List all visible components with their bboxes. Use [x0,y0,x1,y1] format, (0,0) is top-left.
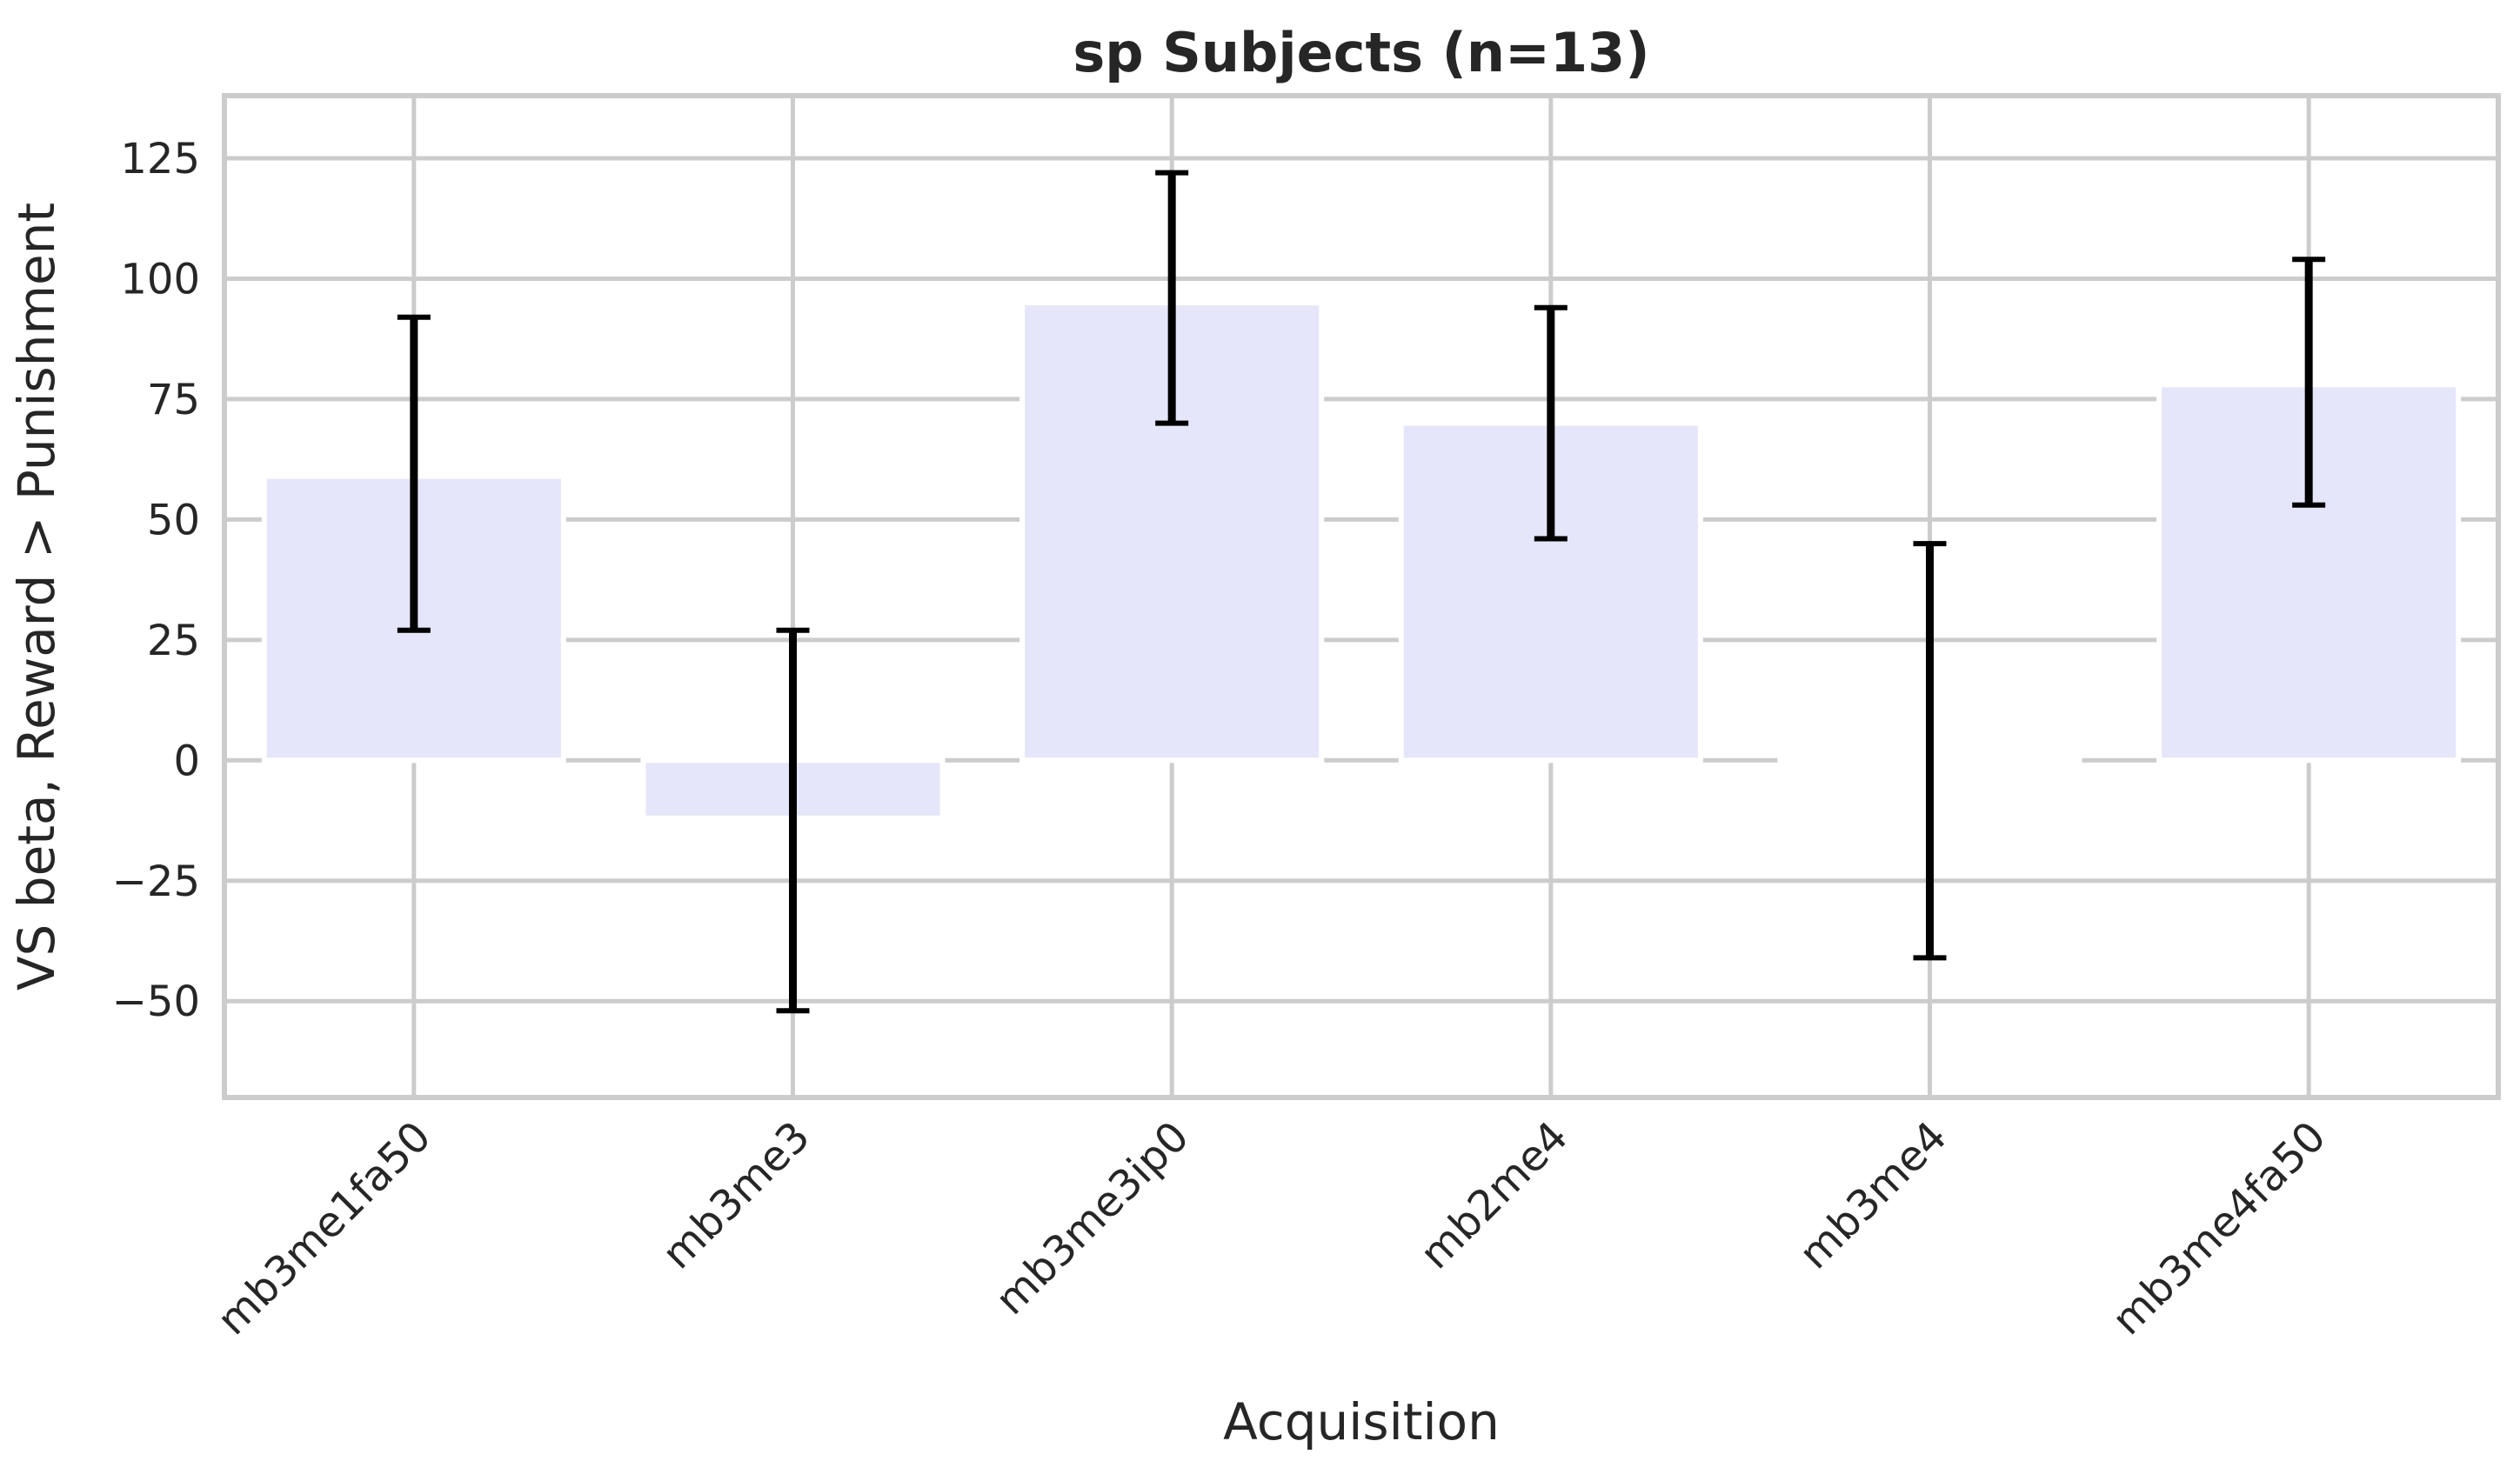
error-bar-mb3me3 [776,627,810,1014]
y-tick-label: 0 [173,737,200,785]
y-tick-label: 125 [120,135,200,183]
error-bars [397,170,2326,1014]
x-axis-label: Acquisition [1223,1392,1500,1451]
plot-frame [222,93,2501,1100]
y-tick-label: 100 [120,255,200,304]
error-bar-mb3me1fa50 [397,314,431,633]
y-tick-label: −50 [112,977,200,1026]
y-tick-labels: −50 −25 0 25 50 75 100 125 [112,135,200,1026]
error-bar-mb3me3ip0 [1155,170,1189,426]
y-tick-label: −25 [112,857,200,906]
chart-title: sp Subjects (n=13) [1073,21,1649,84]
error-bar-mb2me4 [1534,304,1567,542]
y-tick-label: 50 [147,496,200,544]
y-axis-label: VS beta, Reward > Punishment [7,203,66,991]
error-bar-mb3me4 [1913,541,1947,961]
y-tick-label: 25 [147,617,200,665]
error-bar-mb3me4fa50 [2292,257,2326,508]
y-tick-label: 75 [147,376,200,424]
